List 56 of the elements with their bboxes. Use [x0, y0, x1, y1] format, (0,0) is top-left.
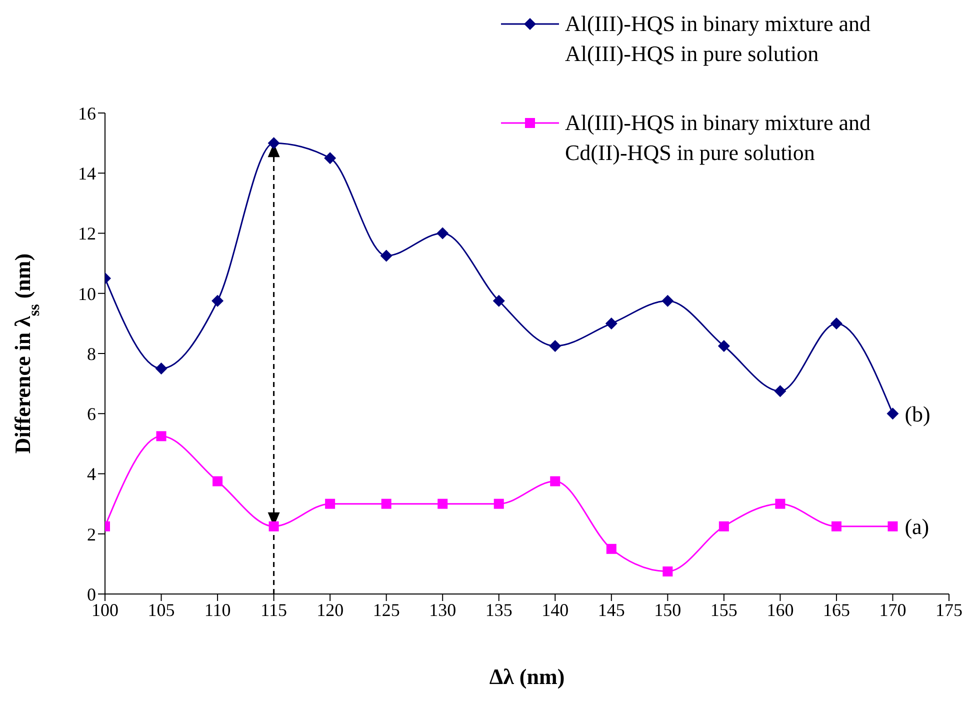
point: [380, 250, 392, 262]
y-tick-label: 12: [78, 224, 96, 244]
y-tick-label: 14: [78, 164, 96, 184]
point: [718, 521, 729, 532]
x-tick-label: 160: [766, 600, 794, 620]
x-tick-label: 125: [372, 600, 400, 620]
x-tick-label: 165: [822, 600, 850, 620]
annotation: (a): [904, 514, 930, 540]
x-tick-label: 140: [542, 600, 569, 620]
y-tick-label: 16: [78, 103, 96, 124]
y-tick-label: 4: [87, 464, 96, 484]
point: [662, 566, 673, 576]
y-tick-label: 10: [78, 284, 96, 304]
point: [324, 152, 336, 164]
point: [492, 294, 505, 307]
point: [156, 431, 166, 442]
point: [212, 476, 223, 486]
point: [436, 227, 449, 240]
point: [886, 408, 899, 420]
point: [775, 498, 786, 509]
x-tick-label: 135: [485, 600, 512, 620]
point: [830, 317, 842, 330]
x-tick-label: 175: [936, 600, 962, 620]
point: [268, 521, 279, 532]
point: [662, 294, 674, 307]
point: [325, 498, 336, 509]
annotation: (b): [904, 401, 930, 426]
point: [718, 340, 730, 352]
y-tick-label: 6: [87, 404, 96, 424]
y-tick-label: 2: [87, 524, 96, 544]
x-tick-label: 110: [204, 600, 231, 620]
point: [831, 521, 842, 532]
legend-label: Al(III)-HQS in binary mixture and Al(III)-HQS in pure solution: [565, 10, 872, 68]
x-tick-label: 155: [710, 600, 738, 620]
x-tick-label: 170: [879, 600, 906, 620]
legend-label: Al(III)-HQS in binary mixture and Cd(II)-HQS in pure solution: [565, 109, 872, 167]
x-tick-label: 105: [148, 600, 175, 620]
x-axis-title: Δλ (nm): [489, 664, 565, 689]
x-tick-label: 150: [654, 600, 682, 620]
x-tick-label: 145: [598, 600, 625, 620]
point: [549, 340, 562, 352]
x-tick-label: 120: [316, 600, 344, 620]
point: [212, 294, 224, 307]
point: [268, 137, 280, 150]
point: [605, 317, 618, 330]
point: [494, 498, 504, 509]
point: [774, 385, 786, 398]
point: [381, 498, 392, 509]
point: [888, 521, 898, 532]
point: [438, 498, 448, 509]
point: [606, 544, 616, 554]
x-tick-label: 130: [429, 600, 456, 620]
point: [155, 362, 168, 375]
y-tick-label: 8: [87, 344, 96, 364]
point: [550, 476, 560, 486]
x-tick-label: 115: [260, 600, 287, 620]
